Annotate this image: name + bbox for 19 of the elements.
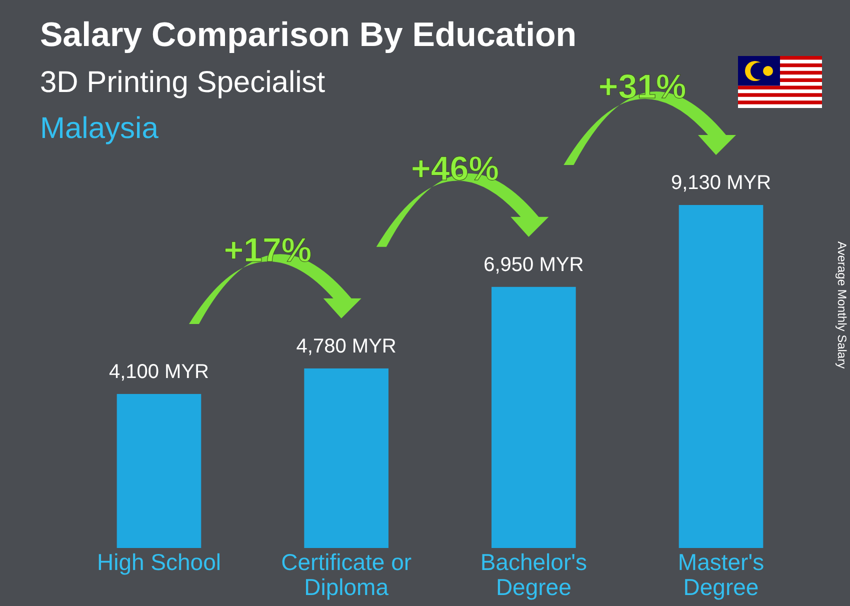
data-label: 4,780 MYR: [296, 335, 396, 358]
bar: [116, 394, 202, 548]
bar: [492, 286, 576, 548]
data-label: 6,950 MYR: [484, 254, 584, 276]
chart-subtitle: 3D Printing Specialist: [40, 66, 326, 99]
text: +46%: [411, 150, 499, 188]
chart-title: Salary Comparison By Education: [40, 16, 577, 54]
x-tick-label: Bachelor's Degree: [480, 549, 588, 600]
y-axis-title: Average Monthly Salary: [835, 241, 849, 369]
text: Malaysia: [40, 112, 159, 145]
bar: [304, 368, 388, 548]
x-tick-label: Certificate or Diploma: [281, 549, 412, 600]
data-label: 4,100 MYR: [108, 360, 210, 383]
text: +31%: [598, 68, 686, 106]
bar: [678, 205, 764, 548]
data-label: 9,130 MYR: [670, 172, 772, 194]
x-tick-label: Master's Degree: [678, 549, 764, 600]
x-tick-label: High School: [96, 549, 222, 575]
annotation: +17%: [224, 231, 312, 270]
